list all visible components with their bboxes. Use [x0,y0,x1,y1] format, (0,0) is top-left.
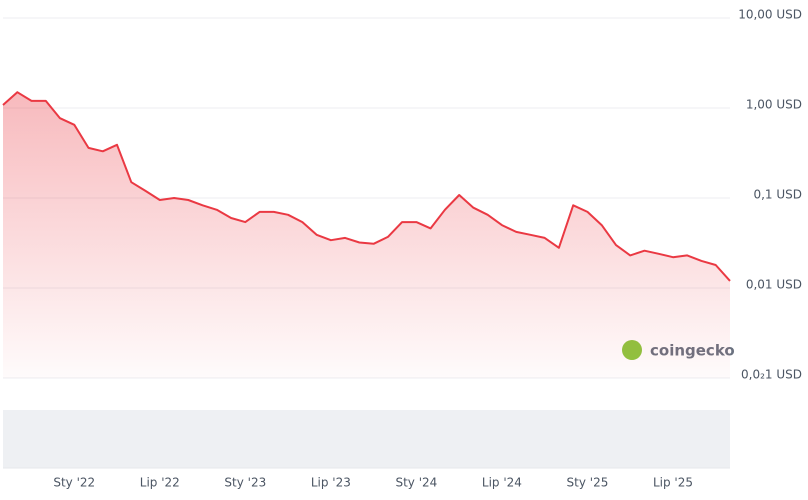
x-tick-label: Lip '22 [140,476,180,490]
price-line [2,91,731,282]
y-tick-label: 0,1 USD [753,188,802,202]
y-tick-label: 0,01 USD [746,278,802,292]
x-tick-label: Lip '23 [311,476,351,490]
y-tick-label: 10,00 USD [738,8,802,22]
x-tick-label: Sty '25 [567,476,609,490]
x-tick-label: Lip '25 [653,476,693,490]
x-tick-label: Sty '22 [53,476,95,490]
y-tick-label: 0,0₂1 USD [741,368,802,382]
y-tick-label: 1,00 USD [746,98,802,112]
volume-area [3,410,730,468]
price-area [3,92,730,378]
x-tick-label: Lip '24 [482,476,522,490]
x-tick-label: Sty '23 [224,476,266,490]
x-tick-label: Sty '24 [395,476,437,490]
